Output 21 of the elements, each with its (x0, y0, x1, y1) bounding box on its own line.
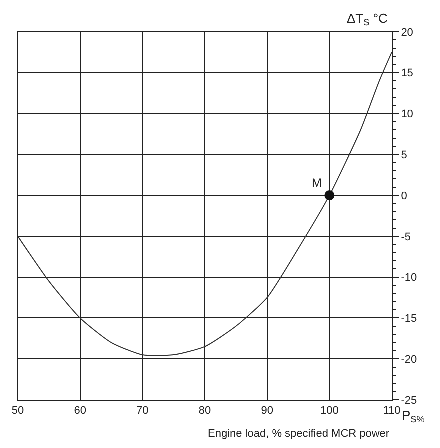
y-axis-title: ΔT$_{S}$ °C (347, 11, 388, 28)
y-tick-label: -15 (401, 313, 418, 326)
y-tick-label: 0 (401, 190, 408, 202)
y-tick-label: 20 (401, 26, 414, 39)
y-tick-label: 15 (401, 68, 414, 80)
x-tick-label: 60 (74, 405, 86, 418)
x-tick-label: 110 (383, 405, 401, 418)
text: P$_{S%}$ (402, 408, 425, 425)
x-tick-label: 90 (261, 405, 274, 418)
x-tick-label: 100 (320, 405, 339, 418)
y-tick-label: -5 (401, 231, 411, 244)
y-tick-label: 5 (401, 150, 408, 162)
y-tick-label: -20 (401, 354, 418, 366)
y-tick-label: -10 (401, 272, 418, 284)
x-tick-label: 50 (12, 405, 24, 418)
x-axis-title: Engine load, % specified MCR power (208, 428, 390, 440)
x-tick-label: 80 (198, 405, 212, 418)
y-tick-label: -25 (401, 394, 418, 407)
x-tick-label: 70 (136, 405, 149, 418)
annotation: M (312, 176, 322, 190)
y-tick-label: 10 (401, 108, 414, 121)
